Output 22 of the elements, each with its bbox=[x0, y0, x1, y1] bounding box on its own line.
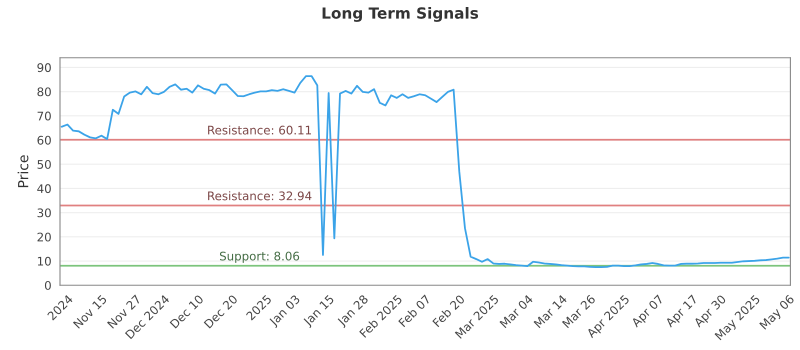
y-tick-label: 80 bbox=[37, 87, 51, 96]
x-tick-label: Dec 10 bbox=[170, 294, 204, 329]
y-tick-label: 40 bbox=[37, 184, 51, 194]
y-tick-label: 0 bbox=[44, 280, 51, 290]
y-tick-label: 50 bbox=[38, 160, 51, 169]
y-tick-label: 60 bbox=[37, 136, 51, 145]
x-tick-label: Dec 20 bbox=[204, 294, 238, 329]
ref-line-label: Support: 8.06 bbox=[220, 252, 300, 263]
x-tick-label: Nov 15 bbox=[72, 294, 108, 329]
x-tick-label: Mar 04 bbox=[499, 294, 534, 328]
line-series bbox=[60, 75, 790, 268]
y-tick-label: 20 bbox=[38, 232, 51, 242]
y-axis-title: Price bbox=[18, 155, 28, 188]
x-tick-label: Apr 07 bbox=[630, 294, 666, 330]
y-tick-label: 30 bbox=[38, 208, 51, 218]
chart-title: Long Term Signals bbox=[322, 7, 478, 22]
ref-line-label: Resistance: 32.94 bbox=[208, 191, 312, 200]
y-tick-label: 10 bbox=[38, 256, 51, 266]
ref-line-label: Resistance: 60.11 bbox=[208, 125, 312, 135]
y-tick-label: 90 bbox=[37, 63, 51, 72]
y-tick-label: 70 bbox=[38, 112, 51, 120]
x-tick-label: Jan 15 bbox=[302, 294, 336, 328]
